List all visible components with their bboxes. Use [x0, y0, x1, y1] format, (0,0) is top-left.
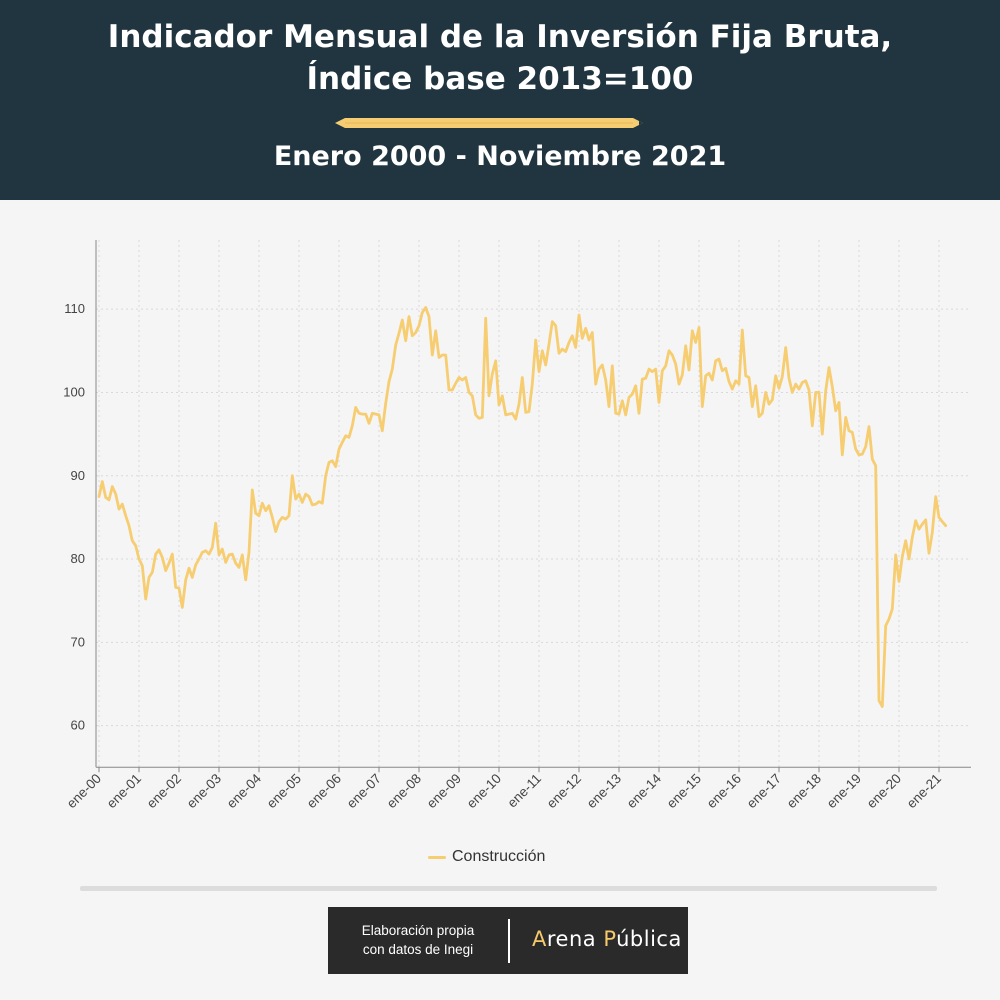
x-tick-label: ene-15: [664, 771, 704, 811]
x-tick-label: ene-16: [704, 771, 744, 811]
footer-credits: Elaboración propia con datos de Inegi Ar…: [328, 907, 688, 974]
y-tick-label: 90: [71, 468, 85, 483]
legend[interactable]: Construcción: [428, 846, 545, 868]
x-tick-label: ene-14: [624, 770, 665, 811]
x-tick-label: ene-01: [104, 771, 144, 811]
x-tick-label: ene-07: [344, 771, 384, 811]
brand-logo: Arena Pública: [532, 927, 682, 951]
chart-title: Indicador Mensual de la Inversión Fija B…: [0, 16, 1000, 100]
chart-subtitle: Enero 2000 - Noviembre 2021: [273, 141, 727, 172]
x-tick-label: ene-08: [384, 771, 424, 811]
x-tick-label: ene-11: [504, 771, 544, 811]
title-line-1: Indicador Mensual de la Inversión Fija B…: [107, 19, 893, 55]
source-credit: Elaboración propia con datos de Inegi: [328, 921, 508, 959]
y-tick-label: 80: [71, 551, 85, 566]
x-tick-label: ene-18: [784, 771, 824, 811]
x-tick-label: ene-19: [824, 771, 864, 811]
x-tick-label: ene-20: [864, 771, 904, 811]
header-banner: Indicador Mensual de la Inversión Fija B…: [0, 0, 1000, 200]
x-tick-label: ene-17: [744, 771, 784, 811]
credit-line-1: Elaboración propia: [361, 923, 475, 938]
title-line-2: Índice base 2013=100: [306, 61, 694, 97]
legend-swatch: [428, 855, 446, 859]
legend-label: Construcción: [452, 848, 546, 865]
x-tick-label: ene-04: [224, 770, 265, 811]
footer-separator: [508, 919, 510, 963]
x-tick-label: ene-10: [464, 771, 504, 811]
y-tick-label: 60: [71, 718, 85, 733]
pencil-divider-icon: [335, 118, 643, 128]
x-tick-label: ene-13: [584, 771, 624, 811]
x-tick-label: ene-03: [184, 771, 224, 811]
x-tick-label: ene-06: [304, 771, 344, 811]
credit-line-2: con datos de Inegi: [362, 942, 474, 957]
x-tick-label: ene-02: [144, 771, 184, 811]
y-tick-label: 70: [71, 634, 85, 649]
x-tick-label: ene-12: [544, 771, 584, 811]
x-tick-label: ene-05: [264, 771, 304, 811]
y-tick-label: 100: [63, 384, 85, 399]
series-line-construccion: [97, 306, 948, 708]
divider: [80, 886, 937, 891]
x-tick-label: ene-21: [904, 771, 944, 811]
y-tick-label: 110: [64, 301, 85, 316]
x-tick-label: ene-09: [424, 771, 464, 811]
x-tick-label: ene-00: [64, 771, 104, 811]
